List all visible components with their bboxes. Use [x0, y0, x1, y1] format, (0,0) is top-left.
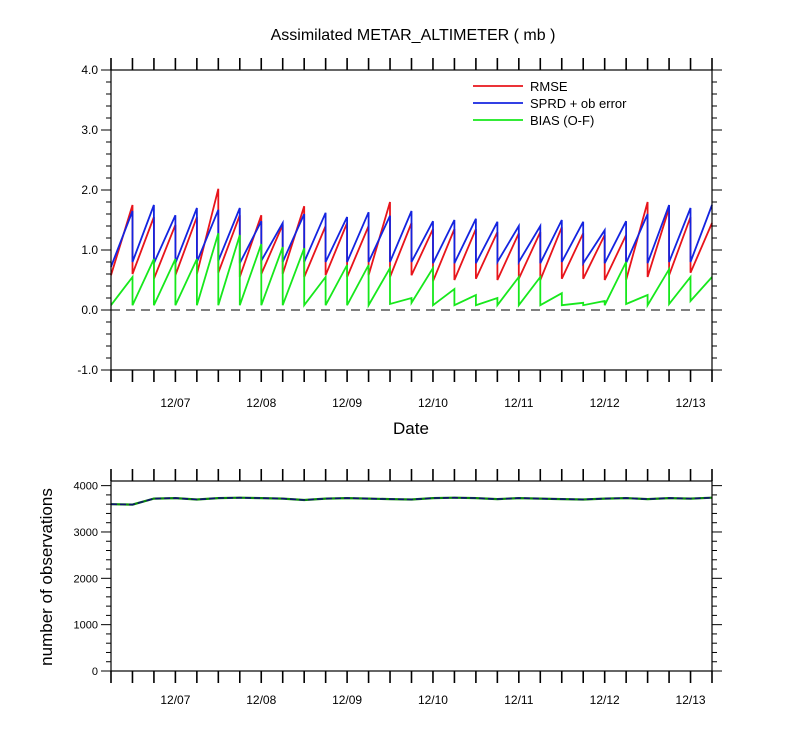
- top-series: [110, 188, 713, 309]
- x-tick-label: 12/07: [160, 396, 190, 410]
- series-line-sprd-ob-error: [110, 204, 713, 268]
- bottom-chart-panel: 4000 3000 2000 1000 0 12/07 12/08 12/09 12/10 12/…: [74, 469, 722, 707]
- series-line-bias-o-f: [110, 232, 713, 309]
- y-tick-label: 2000: [74, 573, 98, 585]
- legend: RMSE SPRD + ob error BIAS (O-F): [473, 79, 627, 128]
- x-tick-label: 12/08: [246, 693, 276, 707]
- x-tick-label: 12/13: [676, 396, 706, 410]
- chart-title: Assimilated METAR_ALTIMETER ( mb ): [271, 27, 556, 44]
- y-tick-label: 1000: [74, 620, 98, 632]
- observations-line: [110, 496, 713, 506]
- y-tick-label: 4000: [74, 481, 98, 493]
- bottom-plot-frame: [110, 480, 713, 672]
- x-tick-label: 12/12: [590, 693, 620, 707]
- x-tick-label: 12/11: [504, 396, 533, 410]
- x-tick-label: 12/10: [418, 693, 448, 707]
- y-tick-label: -1.0: [77, 363, 98, 377]
- x-tick-label: 12/12: [590, 396, 620, 410]
- legend-label: BIAS (O-F): [530, 113, 594, 128]
- x-tick-label: 12/10: [418, 396, 448, 410]
- x-tick-label: 12/13: [676, 693, 706, 707]
- top-chart-panel: 4.0 3.0 2.0 1.0 0.0 -1.0 12/07 12/08 12/09 12/10 1…: [77, 58, 722, 410]
- x-tick-label: 12/07: [160, 693, 190, 707]
- top-plot-frame: [110, 69, 713, 371]
- y-tick-label: 3000: [74, 527, 98, 539]
- y-tick-label: 1.0: [81, 243, 98, 257]
- y-tick-label: 0: [92, 666, 98, 678]
- bottom-y-axis-label: number of observations: [37, 488, 56, 666]
- bottom-ticks: 4000 3000 2000 1000 0 12/07 12/08 12/09 12/10 12/…: [74, 469, 722, 707]
- x-tick-label: 12/09: [332, 396, 362, 410]
- y-tick-label: 4.0: [81, 63, 98, 77]
- top-x-axis-label: Date: [393, 419, 429, 438]
- top-ticks: 4.0 3.0 2.0 1.0 0.0 -1.0 12/07 12/08 12/09 12/10 1…: [77, 58, 722, 410]
- x-tick-label: 12/11: [504, 693, 533, 707]
- x-tick-label: 12/09: [332, 693, 362, 707]
- legend-label: RMSE: [530, 79, 568, 94]
- bottom-series: [110, 496, 713, 506]
- legend-label: SPRD + ob error: [530, 96, 627, 111]
- y-tick-label: 0.0: [81, 303, 98, 317]
- x-tick-label: 12/08: [246, 396, 276, 410]
- y-tick-label: 2.0: [81, 183, 98, 197]
- y-tick-label: 3.0: [81, 123, 98, 137]
